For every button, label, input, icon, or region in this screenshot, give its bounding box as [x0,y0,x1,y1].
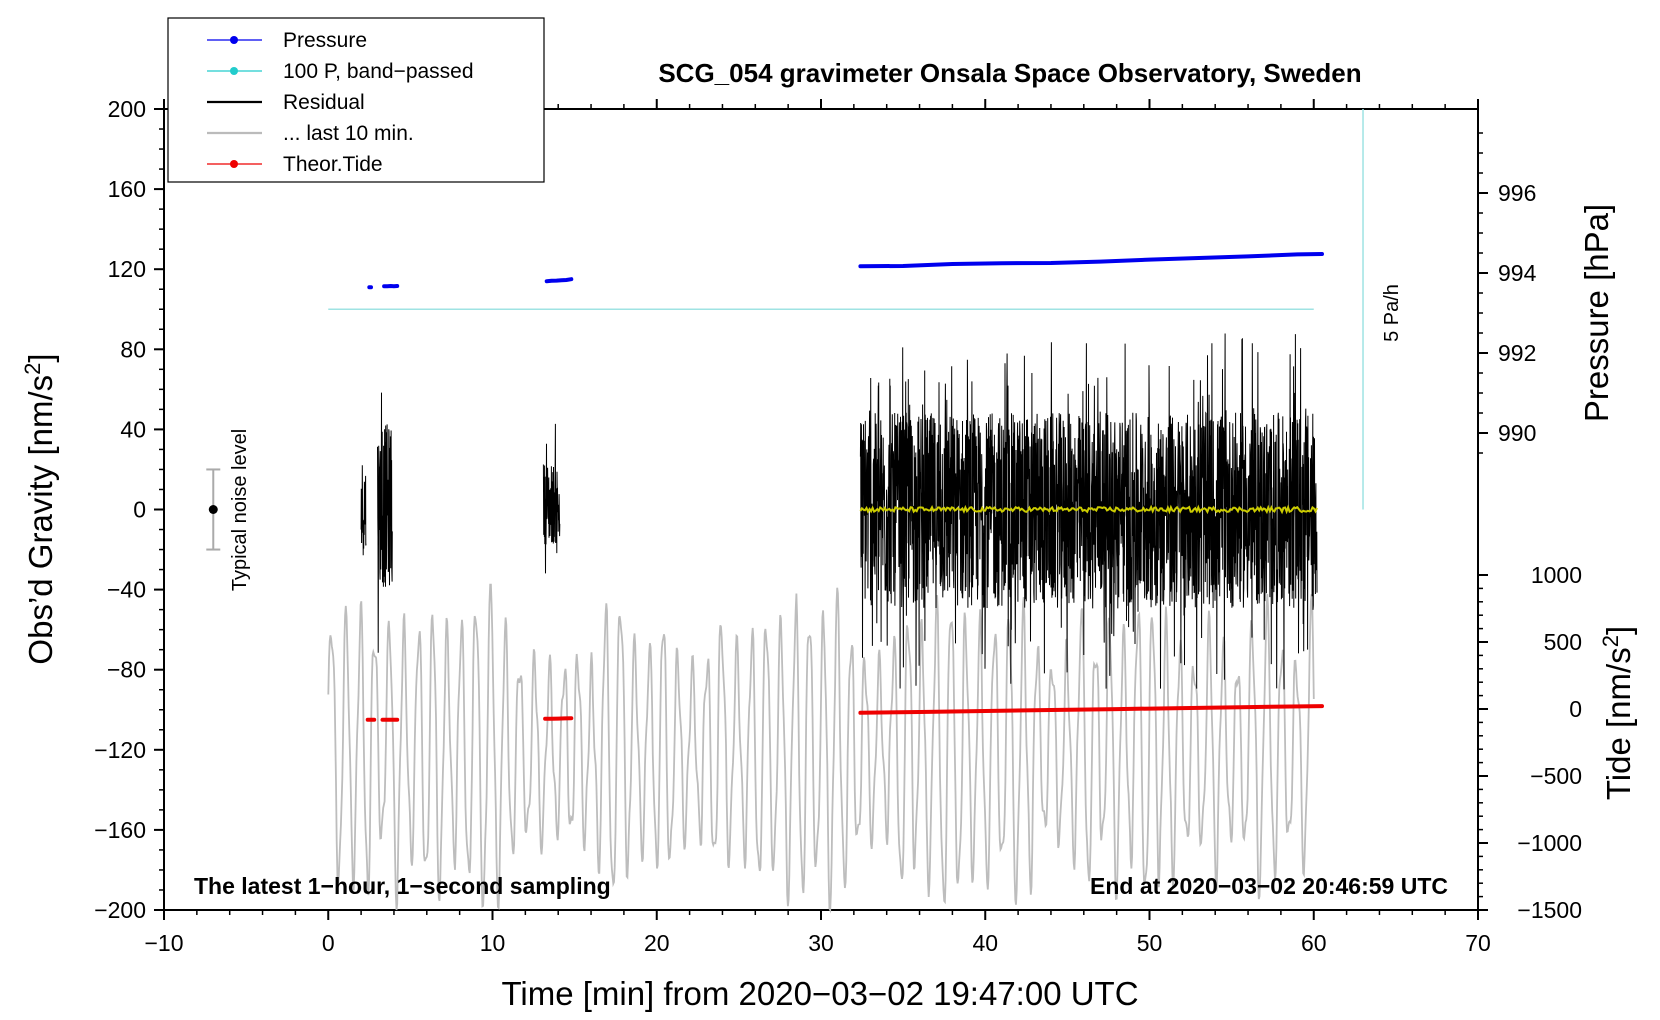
y-tick-label: −160 [94,817,146,843]
x-tick-label: 40 [972,930,998,956]
sampling-note: The latest 1−hour, 1−second sampling [194,873,611,899]
residual-trace [859,333,1318,690]
tide-tick-label: 0 [1569,696,1582,722]
x-tick-label: 10 [480,930,506,956]
residual-trace [377,392,393,653]
noise-level-label: Typical noise level [229,429,251,591]
x-axis-title: Time [min] from 2020−03−02 19:47:00 UTC [501,975,1138,1012]
legend-box [167,17,545,183]
pressure-layer [367,252,1324,290]
last-10-min-trace [327,583,1315,914]
x-tick-label: 0 [322,930,335,956]
legend-label: 100 P, band−passed [283,60,474,83]
pressure-series [544,277,574,284]
tide-tick-label: 1000 [1531,562,1582,588]
axes-layer: −10 0 10 20 30 40 50 60 70 −200 −160 −120 −80 −40 0 40 8… [94,96,1582,956]
tide-series [858,704,1324,715]
y-tick-label: 160 [108,176,146,202]
rate-label: 5 Pa/h [1381,284,1403,342]
y-tick-label: −80 [107,657,146,683]
pressure-tick-label: 994 [1498,260,1537,286]
legend-dot [230,67,238,75]
band-passed-pressure-layer [328,109,1364,510]
y-tick-label: 80 [120,336,146,362]
legend-label: Theor.Tide [283,153,383,176]
y-tick-label: −200 [94,897,146,923]
pressure-tick-label: 996 [1498,180,1536,206]
tide-tick-label: −1500 [1517,897,1582,923]
legend: Pressure 100 P, band−passed Residual ... la… [167,17,545,183]
pressure-tick-label: 992 [1498,340,1536,366]
x-tick-label: 30 [808,930,834,956]
y-axis-title: Obs’d Gravity [nm/s2] [20,353,60,664]
x-tick-label: 50 [1137,930,1163,956]
y-tick-label: 40 [120,416,146,442]
residual-layer [360,333,1318,690]
pressure-tick-label: 990 [1498,420,1536,446]
legend-label: Pressure [283,29,367,52]
legend-label: ... last 10 min. [283,122,414,145]
theoretical-tide-layer [365,704,1324,722]
x-tick-label: 20 [644,930,670,956]
x-tick-label: 70 [1465,930,1491,956]
residual-trace [360,465,367,556]
legend-dot [230,36,238,44]
x-tick-label: 60 [1301,930,1327,956]
tide-tick-label: 500 [1544,629,1582,655]
tide-series [543,716,574,721]
y-tick-label: 120 [108,256,146,282]
residual-trace [542,423,561,574]
noise-bar-dot [208,505,218,514]
tide-tick-label: −500 [1530,763,1582,789]
pressure-axis-title: Pressure [hPa] [1578,204,1615,422]
residual-mean-line [859,504,1318,515]
tide-axis-title: Tide [nm/s2] [1598,626,1638,800]
tide-tick-label: −1000 [1517,830,1582,856]
marker-layer [206,468,221,551]
x-tick-label: −10 [144,930,183,956]
last-10-min-trace-layer [327,583,1315,914]
chart-title: SCG_054 gravimeter Onsala Space Observat… [658,58,1361,88]
y-tick-label: −120 [94,737,146,763]
y-tick-label: −40 [107,577,146,603]
y-tick-label: 0 [133,497,146,523]
end-time-note: End at 2020−03−02 20:46:59 UTC [1090,873,1448,899]
legend-dot [230,160,238,168]
residual-mean-layer [859,504,1318,515]
legend-label: Residual [283,91,365,114]
y-tick-label: 200 [108,96,146,122]
pressure-series [858,252,1324,269]
